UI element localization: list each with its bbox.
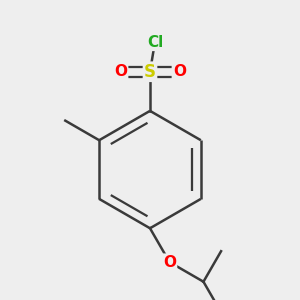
- Text: Cl: Cl: [147, 35, 163, 50]
- Text: S: S: [144, 63, 156, 81]
- Text: O: O: [163, 255, 176, 270]
- Text: O: O: [173, 64, 186, 79]
- Text: O: O: [114, 64, 127, 79]
